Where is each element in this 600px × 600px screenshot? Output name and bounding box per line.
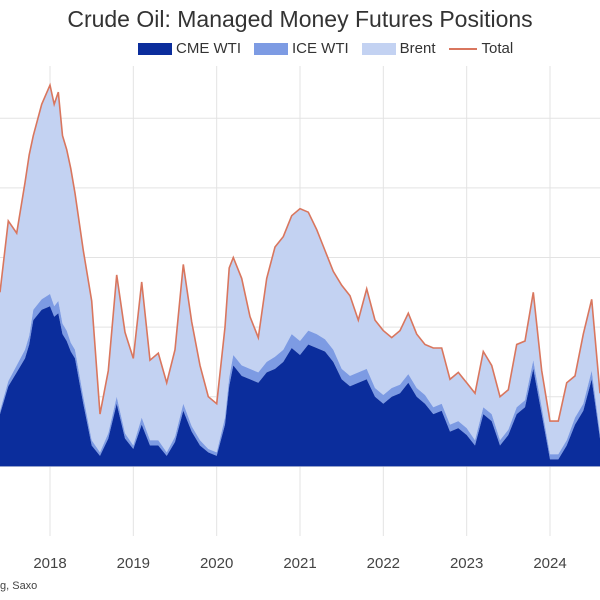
legend-label-total: Total — [481, 40, 514, 57]
legend-label-brent: Brent — [399, 40, 436, 57]
x-tick-label: 2018 — [33, 555, 66, 572]
legend: CME WTI ICE WTI Brent Total — [138, 40, 526, 57]
line-layer — [0, 82, 600, 422]
legend-swatch-brent — [361, 42, 396, 55]
chart-title: Crude Oil: Managed Money Futures Positio… — [67, 6, 533, 32]
legend-swatch-cme-wti — [138, 42, 172, 55]
legend-line-total — [448, 47, 477, 50]
line-total — [0, 82, 600, 422]
area-layer — [0, 85, 600, 467]
x-tick-label: 2022 — [367, 555, 400, 572]
x-tick-label: 2023 — [450, 555, 483, 572]
area-ice-wti — [0, 294, 600, 460]
area-brent — [0, 85, 600, 455]
tick-layer: 2018 2019 2020 2021 2022 2023 2024 — [33, 555, 566, 572]
x-tick-label: 2019 — [117, 555, 150, 572]
legend-label-ice-wti: ICE WTI — [292, 40, 349, 57]
legend-label-cme-wti: CME WTI — [176, 40, 241, 57]
source-note: g, Saxo — [0, 580, 38, 592]
x-tick-label: 2024 — [533, 555, 566, 572]
legend-item-cme-wti: CME WTI — [138, 40, 241, 57]
legend-swatch-ice-wti — [254, 42, 288, 55]
legend-item-ice-wti: ICE WTI — [254, 40, 349, 57]
legend-item-brent: Brent — [361, 40, 436, 57]
x-tick-label: 2020 — [200, 555, 233, 572]
x-tick-label: 2021 — [283, 555, 316, 572]
legend-item-total: Total — [448, 40, 514, 57]
area-cme-wti — [0, 306, 600, 467]
